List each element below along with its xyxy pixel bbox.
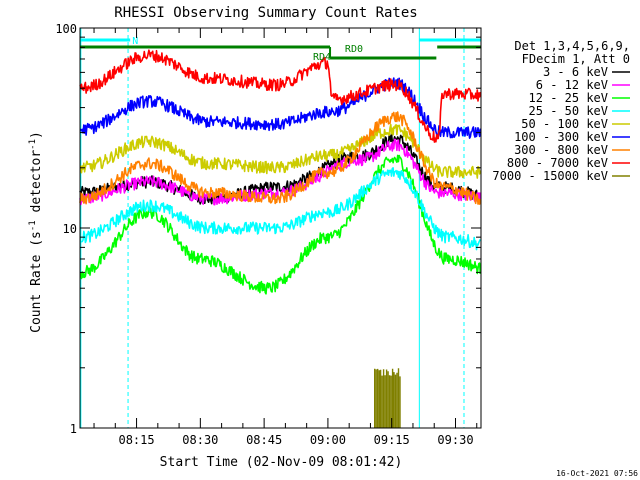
series-300-800-kev [79, 111, 482, 205]
legend-label-4: 50 - 100 keV [521, 117, 608, 131]
legend-header-line-2: FDecim 1, Att 0 [522, 52, 630, 66]
y-tick-label-1: 10 [63, 222, 77, 236]
x-tick-label-2: 08:45 [246, 433, 282, 447]
legend-label-5: 100 - 300 keV [514, 130, 608, 144]
legend-label-1: 6 - 12 keV [536, 78, 608, 92]
series-800-7000-kev [79, 49, 482, 143]
legend-label-7: 800 - 7000 keV [507, 156, 608, 170]
legend-label-2: 12 - 25 keV [529, 91, 608, 105]
y-tick-label-0: 1 [70, 422, 77, 436]
y-axis-label-exp-2: -1 [28, 139, 38, 150]
x-axis-label: Start Time (02-Nov-09 08:01:42) [160, 455, 403, 470]
plot-area: N RD4 RD0 [79, 28, 482, 428]
legend-label-3: 25 - 50 keV [529, 104, 608, 118]
legend-label-0: 3 - 6 keV [543, 65, 608, 79]
legend-label-8: 7000 - 15000 keV [492, 169, 608, 183]
y-axis-label-close: ) [29, 131, 44, 139]
flag-label-rd4: RD4 [313, 52, 331, 63]
chart-title: RHESSI Observing Summary Count Rates [114, 5, 417, 21]
y-axis-label-exp-1: -1 [28, 220, 38, 231]
y-axis-label-count-rate: Count Rate (s [29, 231, 44, 333]
y-axis-label: Count Rate (s-1 detector-1) [28, 131, 44, 333]
flag-label-rd0: RD0 [345, 44, 363, 55]
x-tick-label-3: 09:00 [310, 433, 346, 447]
x-tick-label-4: 09:15 [374, 433, 410, 447]
x-tick-label-5: 09:30 [437, 433, 473, 447]
axes: 1 10 100 08:15 08:30 08:45 09:00 09:15 09:30 [55, 22, 481, 447]
x-tick-label-1: 08:30 [182, 433, 218, 447]
series-25-50-kev [79, 167, 482, 251]
flag-label-n: N [132, 36, 138, 47]
x-tick-label-0: 08:15 [118, 433, 154, 447]
legend-header-line-1: Det 1,3,4,5,6,9, [514, 39, 630, 53]
y-axis-label-detector: detector [29, 150, 44, 221]
y-tick-label-2: 100 [55, 22, 77, 36]
legend-label-6: 300 - 800 keV [514, 143, 608, 157]
series-12-25-kev [79, 154, 482, 295]
footer-timestamp: 16-Oct-2021 07:56 [556, 469, 638, 478]
series-7000-15000-kev [374, 368, 401, 428]
